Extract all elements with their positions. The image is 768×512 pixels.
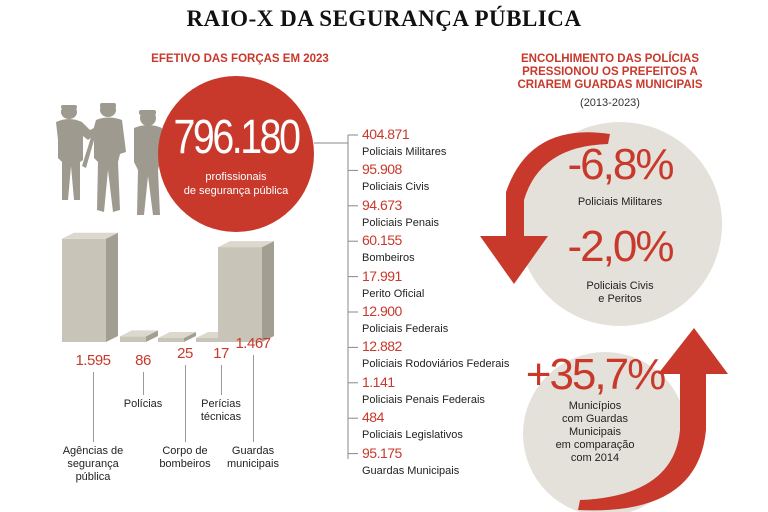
bar-category-label: Corpo de bombeiros bbox=[150, 445, 220, 471]
bar-category-label: Polícias bbox=[113, 398, 173, 411]
decline-circle bbox=[518, 122, 722, 326]
bar-top bbox=[120, 330, 158, 337]
force-label: Policiais Penais Federais bbox=[362, 393, 485, 406]
bar-value-label: 86 bbox=[135, 352, 151, 369]
force-value: 1.141 bbox=[362, 373, 395, 390]
force-label: Policiais Federais bbox=[362, 323, 449, 335]
variation-value: +35,7% bbox=[525, 350, 666, 399]
bar-category-label-line: segurança bbox=[67, 458, 119, 470]
force-value: 484 bbox=[362, 409, 384, 426]
bar-value-label: 17 bbox=[213, 345, 229, 362]
bar-category-label-line: Polícias bbox=[123, 398, 163, 410]
bar-label-connector bbox=[221, 365, 222, 395]
bar-value-label: 1.595 bbox=[75, 352, 111, 369]
variation-label: Policiais Civis e Peritos bbox=[520, 280, 720, 306]
bar-value-label: 1.467 bbox=[235, 335, 271, 352]
bar-category-label: Guardas municipais bbox=[213, 445, 293, 471]
variation-label-line: com 2014 bbox=[570, 452, 620, 464]
force-value: 60.155 bbox=[362, 232, 402, 249]
force-value: 94.673 bbox=[362, 196, 402, 213]
variation-label-line: com Guardas bbox=[561, 413, 629, 425]
variation-value: -6,8% bbox=[567, 140, 675, 189]
right-subtitle-line: PRESSIONOU OS PREFEITOS A bbox=[522, 66, 698, 78]
bar-label-connector bbox=[185, 365, 186, 442]
infographic-title: RAIO-X DA SEGURANÇA PÚBLICA bbox=[186, 6, 582, 31]
force-value: 12.900 bbox=[362, 303, 402, 319]
left-subtitle: EFETIVO DAS FORÇAS EM 2023 bbox=[151, 53, 329, 65]
bar bbox=[120, 336, 146, 342]
variation-label: Municípios com Guardas Municipais em compar… bbox=[500, 400, 690, 465]
force-value: 95.908 bbox=[362, 161, 402, 178]
force-value: 17.991 bbox=[362, 267, 402, 284]
bar-category-label-line: Guardas bbox=[231, 445, 275, 457]
list-connector bbox=[314, 134, 358, 459]
total-circle bbox=[158, 76, 314, 232]
variation-graphic bbox=[480, 122, 728, 512]
force-label: Perito Oficial bbox=[362, 287, 425, 300]
forces-bar-chart bbox=[62, 232, 274, 342]
bar-side bbox=[106, 232, 118, 342]
bar-side bbox=[262, 241, 274, 342]
bar-label-connector bbox=[143, 372, 144, 395]
bar bbox=[218, 247, 262, 342]
bar-label-connector bbox=[93, 372, 94, 442]
bar-category-label-line: pública bbox=[75, 471, 111, 483]
bar-category-label-line: Perícias bbox=[201, 398, 241, 410]
force-label: Guardas Municipais bbox=[362, 464, 460, 477]
total-number: 796.180 bbox=[173, 111, 301, 164]
force-value: 12.882 bbox=[362, 338, 402, 355]
variation-label-line: Policiais Civis bbox=[586, 280, 654, 292]
force-label: Policiais Penais bbox=[362, 216, 440, 229]
bar-side bbox=[184, 332, 196, 342]
growth-circle bbox=[523, 352, 687, 512]
decline-arrow-icon bbox=[480, 132, 610, 284]
bar-category-label-line: municipais bbox=[227, 458, 279, 470]
soldiers-illustration bbox=[56, 103, 164, 215]
variation-label-line: em comparação bbox=[555, 439, 635, 451]
bar-side bbox=[146, 330, 158, 342]
bar-category-label-line: Corpo de bbox=[162, 445, 208, 457]
bar-value-label: 25 bbox=[177, 345, 193, 362]
bar-category-label-line: bombeiros bbox=[159, 458, 211, 470]
growth-arrow-icon bbox=[578, 328, 728, 511]
force-value: 404.871 bbox=[362, 126, 410, 142]
right-subtitle-line: CRIAREM GUARDAS MUNICIPAIS bbox=[517, 79, 703, 91]
bar bbox=[62, 238, 106, 342]
variation-label-line: e Peritos bbox=[598, 293, 642, 305]
right-subtitle: ENCOLHIMENTO DAS POLÍCIAS PRESSIONOU OS … bbox=[475, 53, 745, 92]
force-label: Policiais Civis bbox=[362, 181, 430, 194]
total-caption-line: profissionais bbox=[205, 171, 267, 183]
right-period: (2013-2023) bbox=[580, 97, 640, 109]
bar-category-label-line: técnicas bbox=[200, 411, 242, 423]
force-label: Bombeiros bbox=[362, 252, 415, 265]
bar-top bbox=[218, 241, 274, 248]
bar-category-label-line: Agências de bbox=[62, 445, 124, 457]
bar-category-label: Agências de segurança pública bbox=[48, 445, 138, 484]
bar-top bbox=[62, 232, 118, 239]
force-label: Policiais Rodoviários Federais bbox=[362, 358, 510, 371]
variation-label: Policiais Militares bbox=[520, 196, 720, 209]
force-label: Policiais Militares bbox=[362, 146, 447, 158]
bar-label-connector bbox=[253, 355, 254, 442]
force-label: Policiais Legislativos bbox=[362, 429, 463, 442]
right-subtitle-line: ENCOLHIMENTO DAS POLÍCIAS bbox=[520, 53, 700, 65]
bar-top bbox=[158, 332, 196, 338]
variation-label-line: Municípios bbox=[568, 400, 622, 412]
variation-value: -2,0% bbox=[567, 222, 675, 271]
bar bbox=[196, 338, 220, 342]
total-caption: profissionais de segurança pública bbox=[158, 170, 314, 198]
bar bbox=[158, 338, 184, 342]
variation-label-line: Policiais Militares bbox=[577, 196, 663, 208]
bar-category-label: Perícias técnicas bbox=[191, 398, 251, 424]
variation-label-line: Municipais bbox=[569, 426, 621, 438]
total-caption-line: de segurança pública bbox=[183, 185, 289, 197]
force-value: 95.175 bbox=[362, 444, 402, 461]
